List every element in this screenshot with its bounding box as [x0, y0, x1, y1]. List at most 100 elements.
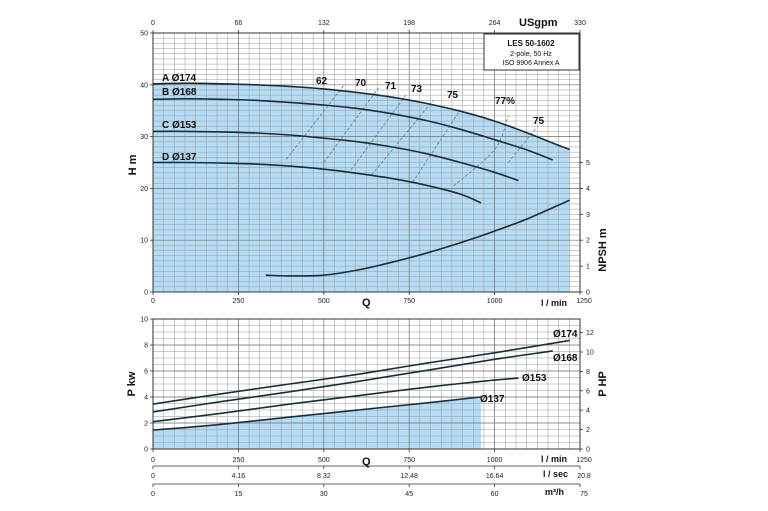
efficiency-label: 77%: [495, 96, 515, 107]
power-curve-label: Ø174: [553, 329, 578, 340]
operating-region: [153, 83, 570, 292]
efficiency-contour: [323, 87, 379, 163]
efficiency-contour: [412, 109, 461, 183]
y2-tick-label: 1: [586, 264, 590, 271]
unit-axis-tick-label: 60: [491, 491, 499, 498]
y2-tick-label: 2: [586, 427, 590, 434]
y2-tick-label: 8: [586, 369, 590, 376]
top-tick-label: 0: [151, 20, 155, 27]
head-curve-label: A Ø174: [162, 73, 197, 84]
unit-axis-unit: l / sec: [543, 469, 568, 479]
power-curve: [152, 350, 553, 413]
efficiency-contour: [453, 115, 509, 187]
x-axis-unit: l / min: [541, 298, 567, 308]
unit-axis-tick-label: 0: [151, 457, 155, 464]
head-curve: [152, 97, 553, 161]
test-standard: ISO 9906 Annex A: [502, 60, 560, 67]
x-tick-label: 750: [403, 298, 415, 305]
y-tick-label: 40: [140, 82, 148, 89]
x-tick-label: 250: [233, 298, 245, 305]
unit-axis-tick-label: 15: [235, 491, 243, 498]
power-curve-label: Ø153: [522, 373, 547, 384]
y-tick-label: 20: [140, 186, 148, 193]
efficiency-label: 62: [316, 76, 328, 87]
x-tick-label: 1250: [576, 298, 592, 305]
y2-axis-title: NPSH m: [597, 228, 609, 272]
unit-axis-unit: l / min: [541, 454, 567, 464]
head-curve: [152, 82, 571, 151]
y2-tick-label: 12: [586, 330, 594, 337]
power-curve: [152, 396, 481, 431]
efficiency-label: 70: [355, 78, 367, 89]
y-axis-title: H m: [127, 154, 139, 175]
y-tick-label: 4: [144, 395, 148, 402]
x-tick-label: 1000: [487, 298, 503, 305]
y-tick-label: 0: [144, 290, 148, 297]
unit-axis-tick-label: 250: [233, 457, 245, 464]
power-curve: [152, 339, 570, 405]
y-tick-label: 2: [144, 421, 148, 428]
y-tick-label: 30: [140, 134, 148, 141]
power-panel: Ø174 Ø168 Ø153 Ø137 0 2 4 6 8 10 0 2 4 6 8 10 12 P kw P HP: [126, 317, 609, 454]
y2-tick-label: 0: [586, 290, 590, 297]
unit-axis-tick-label: 12.48: [400, 473, 418, 480]
head-curve: [152, 161, 482, 204]
y-tick-label: 0: [144, 447, 148, 454]
top-tick-label: 198: [403, 20, 415, 27]
power-curve: [152, 377, 519, 423]
unit-axis-tick-label: 1250: [576, 457, 592, 464]
y2-axis-title: P HP: [597, 371, 609, 396]
head-curve: [152, 130, 519, 182]
y2-tick-label: 10: [586, 349, 594, 356]
y-axis-title: P kw: [126, 371, 138, 396]
efficiency-contour: [507, 128, 536, 163]
efficiency-contour: [350, 94, 407, 171]
x-axis-title: Q: [362, 297, 371, 309]
unit-axis-unit: m³/h: [545, 487, 564, 497]
y2-tick-label: 4: [586, 408, 590, 415]
head-curve-label: B Ø168: [162, 87, 197, 98]
power-curve-label: Ø137: [480, 394, 505, 405]
y2-tick-label: 5: [586, 160, 590, 167]
efficiency-label: 75: [533, 116, 545, 127]
efficiency-label: 75: [447, 90, 459, 101]
npsh-curve: [265, 199, 571, 277]
x-tick-label: 0: [151, 298, 155, 305]
unit-axis-tick-label: 4.16: [232, 473, 246, 480]
unit-axis-tick-label: 45: [405, 491, 413, 498]
head-curve-label: C Ø153: [162, 120, 197, 131]
y2-tick-label: 3: [586, 212, 590, 219]
y2-tick-label: 6: [586, 388, 590, 395]
efficiency-label: 73: [411, 84, 423, 95]
info-box: [483, 33, 580, 71]
y2-tick-label: 2: [586, 238, 590, 245]
top-tick-label: 66: [235, 20, 243, 27]
top-axis-unit: USgpm: [519, 17, 558, 29]
unit-axis-tick-label: 1000: [487, 457, 503, 464]
efficiency-contour: [285, 84, 345, 160]
efficiency-label: 71: [385, 81, 397, 92]
unit-axis-tick-label: 8.32: [317, 473, 331, 480]
y-tick-label: 6: [144, 369, 148, 376]
unit-axis-tick-label: 500: [318, 457, 330, 464]
y2-tick-label: 4: [586, 186, 590, 193]
unit-axis-tick-label: 16.64: [486, 473, 504, 480]
y-tick-label: 10: [140, 317, 148, 324]
x-tick-label: 500: [318, 298, 330, 305]
top-tick-label: 330: [574, 20, 586, 27]
power-curve-label: Ø168: [553, 353, 578, 364]
y-tick-label: 8: [144, 343, 148, 350]
unit-axis-tick-label: 30: [320, 491, 328, 498]
pump-model: LES 50-1602: [507, 39, 555, 48]
unit-axis-tick-label: 20.8: [577, 473, 591, 480]
unit-axis-tick-label: 750: [403, 457, 415, 464]
y-tick-label: 50: [140, 31, 148, 38]
efficiency-contour: [371, 100, 434, 176]
head-curve-label: D Ø137: [162, 152, 197, 163]
top-tick-label: 264: [489, 20, 501, 27]
x-axis-title: Q: [362, 456, 371, 468]
y-tick-label: 10: [140, 238, 148, 245]
